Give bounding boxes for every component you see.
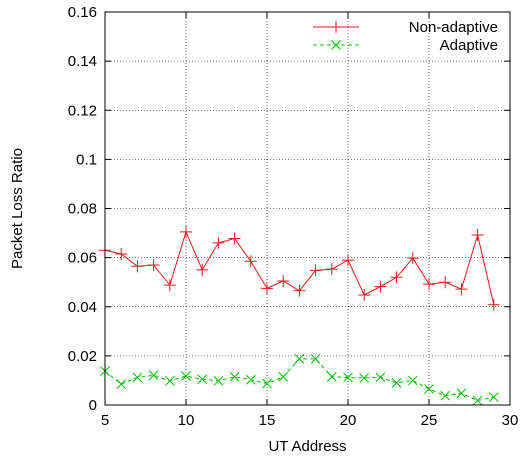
- data-point: [196, 263, 209, 276]
- y-tick-label: 0.02: [68, 348, 97, 365]
- data-point: [212, 236, 225, 249]
- series-non-adaptive: [99, 225, 500, 311]
- data-point: [343, 372, 353, 383]
- x-tick-label: 25: [421, 412, 438, 429]
- data-point: [294, 353, 305, 364]
- x-tick-label: 30: [502, 412, 519, 429]
- data-point: [244, 255, 257, 268]
- y-axis-title: Packet Loss Ratio: [9, 148, 26, 269]
- legend-label: Adaptive: [440, 37, 498, 54]
- data-point: [261, 282, 273, 295]
- x-axis-title: UT Address: [268, 438, 346, 455]
- x-tick-label: 10: [178, 412, 195, 429]
- data-point: [115, 247, 128, 260]
- data-point: [116, 379, 127, 389]
- data-point: [309, 264, 322, 277]
- x-tick-label: 5: [101, 412, 109, 429]
- data-point: [488, 392, 499, 402]
- x-tick-label: 20: [340, 412, 357, 429]
- data-point: [342, 254, 354, 267]
- data-point: [375, 372, 386, 383]
- data-point: [180, 225, 192, 238]
- data-point: [472, 395, 483, 406]
- y-tick-label: 0.08: [68, 201, 97, 218]
- data-point: [440, 390, 451, 401]
- data-point: [439, 276, 452, 289]
- x-tick-label: 15: [259, 412, 276, 429]
- y-tick-label: 0: [89, 397, 97, 414]
- data-point: [213, 376, 224, 386]
- y-tick-label: 0.12: [68, 102, 97, 119]
- data-point: [456, 388, 467, 399]
- data-point: [391, 378, 402, 388]
- data-point: [487, 298, 500, 311]
- data-point: [471, 229, 484, 242]
- data-point: [310, 353, 321, 364]
- y-tick-label: 0.06: [68, 250, 97, 267]
- data-point: [277, 274, 290, 287]
- data-point: [163, 279, 176, 292]
- data-point: [325, 263, 338, 276]
- x-tick-labels: 5 10 15 20 25 30: [101, 412, 519, 429]
- series-adaptive: [100, 353, 499, 406]
- data-point: [423, 278, 435, 291]
- data-point: [278, 371, 289, 382]
- data-point: [131, 260, 144, 273]
- data-point: [262, 378, 272, 389]
- data-point: [331, 40, 341, 50]
- legend-item-adaptive: Adaptive: [313, 37, 498, 54]
- data-point: [132, 372, 143, 383]
- data-point: [358, 288, 371, 301]
- y-tick-labels: 0 0.02 0.04 0.06 0.08 0.1 0.12 0.14 0.16: [68, 4, 97, 414]
- grid-lines: [105, 12, 510, 405]
- data-point: [390, 271, 403, 284]
- data-point: [359, 373, 370, 383]
- y-tick-label: 0.16: [68, 4, 97, 21]
- data-point: [330, 21, 342, 33]
- data-point: [245, 374, 256, 385]
- data-point: [406, 252, 419, 265]
- legend-label: Non-adaptive: [409, 19, 498, 36]
- data-point: [148, 370, 159, 381]
- data-point: [326, 371, 337, 382]
- data-point: [229, 371, 240, 382]
- data-point: [424, 384, 434, 394]
- data-point: [293, 284, 306, 297]
- data-point: [147, 258, 160, 271]
- plot-frame: [104, 11, 511, 406]
- series-layer: [99, 225, 500, 406]
- y-tick-label: 0.04: [68, 299, 97, 316]
- data-point: [164, 376, 175, 386]
- series-line-adaptive: [104, 358, 494, 402]
- data-point: [374, 280, 387, 293]
- y-tick-label: 0.14: [68, 53, 97, 70]
- legend-item-non-adaptive: Non-adaptive: [313, 19, 498, 36]
- data-point: [181, 371, 191, 381]
- data-point: [455, 283, 468, 296]
- data-point: [197, 374, 208, 385]
- data-point: [407, 375, 418, 386]
- data-point: [228, 232, 241, 245]
- y-tick-label: 0.1: [76, 151, 97, 168]
